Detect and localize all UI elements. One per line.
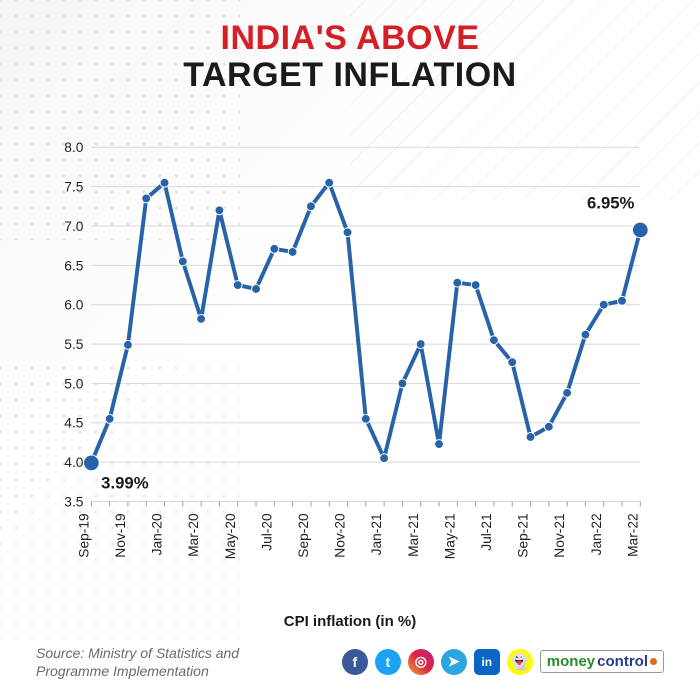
x-tick-label: Nov-19: [113, 513, 128, 557]
footer: Source: Ministry of Statistics and Progr…: [30, 644, 670, 680]
data-point: [325, 178, 334, 187]
x-tick-label: Jan-20: [150, 513, 165, 555]
x-tick-label: Mar-21: [406, 513, 421, 557]
social-icons: ft ◎ ➤ in 👻 moneycontrol: [342, 649, 664, 675]
x-tick-label: Mar-22: [625, 513, 640, 557]
y-tick-label: 7.5: [64, 179, 83, 194]
data-point: [563, 388, 572, 397]
snapchat-icon[interactable]: 👻: [507, 649, 533, 675]
data-point: [105, 414, 114, 423]
data-point: [270, 244, 279, 253]
facebook-icon[interactable]: f: [342, 649, 368, 675]
data-point: [599, 300, 608, 309]
title-line1: INDIA'S ABOVE: [30, 20, 670, 57]
y-tick-label: 8.0: [64, 140, 83, 155]
brand-part2: control: [597, 653, 648, 670]
chart-area: 3.5 4.0 4.5 5.0 5.5 6.0 6.5 7.0 7.5 8.0 Sep-19 Nov-…: [50, 109, 660, 599]
y-tick-label: 7.0: [64, 219, 83, 234]
x-tick-label: Jan-22: [589, 513, 604, 555]
x-tick-label: Sep-20: [296, 513, 311, 558]
data-point: [489, 336, 498, 345]
data-point: [471, 280, 480, 289]
data-point: [233, 280, 242, 289]
data-point: [508, 358, 517, 367]
y-tick-label: 5.0: [64, 376, 83, 391]
y-tick-label: 4.5: [64, 415, 83, 430]
x-tick-label: Nov-21: [552, 513, 567, 557]
source-text: Source: Ministry of Statistics and Progr…: [36, 644, 286, 680]
data-point: [453, 278, 462, 287]
callout-label: 6.95%: [587, 193, 635, 212]
x-tick-label: Jul-20: [259, 513, 274, 551]
data-point: [178, 257, 187, 266]
x-tick-label: Jul-21: [479, 513, 494, 551]
data-point: [123, 340, 132, 349]
data-point: [252, 284, 261, 293]
data-point: [306, 202, 315, 211]
x-tick-label: Jan-21: [369, 513, 384, 555]
data-point: [361, 414, 370, 423]
x-axis-title: CPI inflation (in %): [30, 613, 670, 630]
data-point: [581, 330, 590, 339]
data-point: [416, 339, 425, 348]
linkedin-icon[interactable]: in: [474, 649, 500, 675]
y-tick-label: 4.0: [64, 455, 83, 470]
y-tick-label: 6.0: [64, 297, 83, 312]
data-point: [343, 228, 352, 237]
brand-dot-icon: [650, 658, 657, 665]
callout-label: 3.99%: [101, 473, 149, 492]
gridlines: [91, 147, 640, 501]
x-tick-label: May-21: [442, 513, 457, 559]
chart-title: INDIA'S ABOVE TARGET INFLATION: [30, 20, 670, 95]
brand-logo[interactable]: moneycontrol: [540, 650, 664, 673]
data-point: [526, 432, 535, 441]
y-tick-label: 5.5: [64, 337, 83, 352]
data-point: [142, 194, 151, 203]
x-tick-label: Sep-19: [76, 513, 91, 557]
data-point: [83, 455, 99, 471]
title-line2: TARGET INFLATION: [30, 57, 670, 94]
data-point: [288, 247, 297, 256]
x-tick-label: May-20: [223, 513, 238, 559]
data-point: [435, 439, 444, 448]
y-tick-label: 6.5: [64, 258, 83, 273]
line-chart: 3.5 4.0 4.5 5.0 5.5 6.0 6.5 7.0 7.5 8.0 Sep-19 Nov-…: [50, 109, 660, 599]
data-point: [380, 454, 389, 463]
data-point: [544, 422, 553, 431]
y-tick-label: 3.5: [64, 494, 83, 509]
data-point: [398, 379, 407, 388]
data-point: [632, 222, 648, 238]
data-point: [160, 178, 169, 187]
x-tick-label: Nov-20: [333, 513, 348, 558]
instagram-icon[interactable]: ◎: [408, 649, 434, 675]
data-point: [197, 314, 206, 323]
data-point: [215, 206, 224, 215]
x-tick-label: Mar-20: [186, 513, 201, 557]
brand-part1: money: [547, 653, 595, 670]
telegram-icon[interactable]: ➤: [441, 649, 467, 675]
twitter-icon[interactable]: t: [375, 649, 401, 675]
x-tick-label: Sep-21: [516, 513, 531, 557]
data-point: [618, 296, 627, 305]
